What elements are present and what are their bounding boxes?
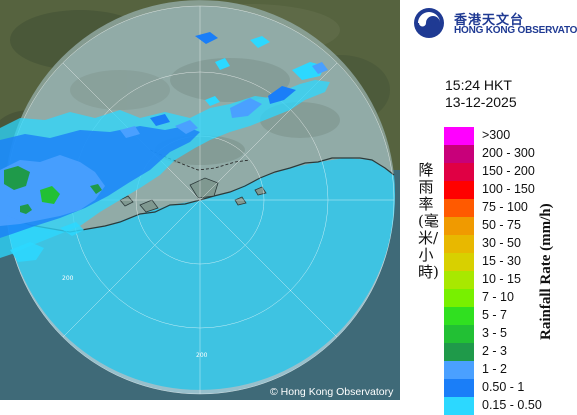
islands bbox=[119, 177, 267, 213]
legend-label: 5 - 7 bbox=[482, 308, 508, 322]
legend-axis-label-en: Rainfall Rate (mm/h) bbox=[538, 203, 554, 340]
legend-item: 15 - 30 bbox=[444, 253, 574, 271]
copyright-text: © Hong Kong Observatory bbox=[270, 386, 394, 398]
legend-item: 10 - 15 bbox=[444, 271, 574, 289]
legend-item: 2 - 3 bbox=[444, 343, 574, 361]
legend-swatch bbox=[444, 361, 474, 379]
legend-swatch bbox=[444, 199, 474, 217]
legend-swatch bbox=[444, 343, 474, 361]
legend-swatch bbox=[444, 253, 474, 271]
timestamp-date: 13-12-2025 bbox=[445, 94, 517, 110]
legend-item: 5 - 7 bbox=[444, 307, 574, 325]
legend-item: 50 - 75 bbox=[444, 217, 574, 235]
coastline bbox=[5, 157, 395, 233]
legend-swatch bbox=[444, 325, 474, 343]
legend-item: 0.50 - 1 bbox=[444, 379, 574, 397]
legend-item: 3 - 5 bbox=[444, 325, 574, 343]
legend-label: 1 - 2 bbox=[482, 362, 508, 376]
range-ring-label: 200 bbox=[196, 352, 208, 359]
legend-label: 200 - 300 bbox=[482, 146, 535, 160]
legend-swatch bbox=[444, 271, 474, 289]
legend-swatch bbox=[444, 145, 474, 163]
legend-label: 30 - 50 bbox=[482, 236, 521, 250]
legend-label: 2 - 3 bbox=[482, 344, 508, 358]
org-name-zh: 香港天文台 bbox=[454, 13, 525, 28]
legend-label: 15 - 30 bbox=[482, 254, 521, 268]
legend-label: 50 - 75 bbox=[482, 218, 521, 232]
legend-swatch bbox=[444, 307, 474, 325]
legend-swatch bbox=[444, 379, 474, 397]
legend-label: 0.50 - 1 bbox=[482, 380, 525, 394]
rain-echoes bbox=[0, 32, 330, 262]
legend-panel: 香港天文台 HONG KONG OBSERVATORY 15:24 HKT 13… bbox=[400, 0, 577, 415]
radar-map: 200 200 © Hong Kong Observatory bbox=[0, 0, 400, 400]
sea-area bbox=[6, 158, 396, 390]
legend-item: 1 - 2 bbox=[444, 361, 574, 379]
legend-item: 150 - 200 bbox=[444, 163, 574, 181]
legend-label: 150 - 200 bbox=[482, 164, 535, 178]
legend-label: 3 - 5 bbox=[482, 326, 508, 340]
range-ring-label: 200 bbox=[62, 275, 74, 282]
legend-label: 75 - 100 bbox=[482, 200, 528, 214]
legend-label: 0.15 - 0.50 bbox=[482, 398, 542, 412]
legend-item: 7 - 10 bbox=[444, 289, 574, 307]
legend-label: 100 - 150 bbox=[482, 182, 535, 196]
legend-swatch bbox=[444, 163, 474, 181]
legend-item: >300 bbox=[444, 127, 574, 145]
hko-logo-icon bbox=[414, 8, 444, 38]
legend-swatch bbox=[444, 289, 474, 307]
legend-label: >300 bbox=[482, 128, 511, 142]
legend-axis-label-zh: 降雨率(毫米/小時) bbox=[418, 161, 439, 281]
legend-swatch bbox=[444, 127, 474, 145]
legend-item: 100 - 150 bbox=[444, 181, 574, 199]
org-name-en: HONG KONG OBSERVATORY bbox=[454, 25, 577, 36]
legend-item: 30 - 50 bbox=[444, 235, 574, 253]
legend-item: 200 - 300 bbox=[444, 145, 574, 163]
boundary-line bbox=[149, 149, 251, 171]
legend-label: 7 - 10 bbox=[482, 290, 514, 304]
legend-swatch bbox=[444, 217, 474, 235]
legend-label: 10 - 15 bbox=[482, 272, 521, 286]
timestamp-time: 15:24 HKT bbox=[445, 77, 512, 93]
legend-item: 75 - 100 bbox=[444, 199, 574, 217]
legend-swatch bbox=[444, 181, 474, 199]
legend-swatch bbox=[444, 235, 474, 253]
